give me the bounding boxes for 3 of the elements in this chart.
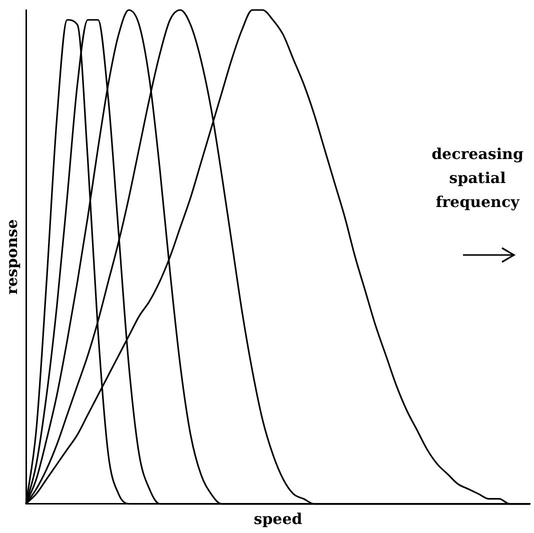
- annotation: decreasing spatial frequency: [430, 144, 524, 213]
- y-axis-title: response: [2, 219, 21, 295]
- x-axis-title: speed: [254, 510, 303, 528]
